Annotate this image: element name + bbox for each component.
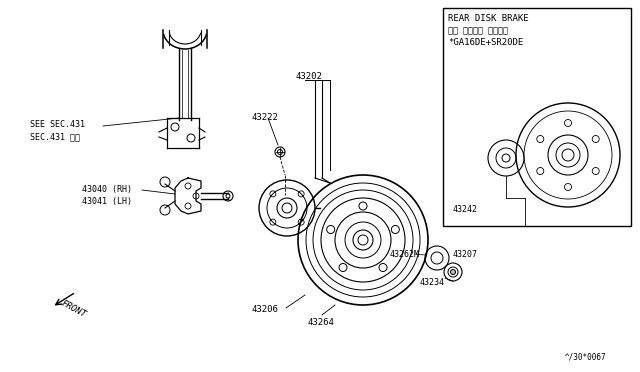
Text: SEC.431 参照: SEC.431 参照 <box>30 132 80 141</box>
Text: *GA16DE+SR20DE: *GA16DE+SR20DE <box>448 38 524 47</box>
Circle shape <box>226 194 230 198</box>
Text: 43041 (LH): 43041 (LH) <box>82 197 132 206</box>
Text: 43222: 43222 <box>252 113 279 122</box>
Text: 43262M: 43262M <box>390 250 420 259</box>
Text: 43264: 43264 <box>308 318 335 327</box>
Text: FRONT: FRONT <box>60 299 88 320</box>
Circle shape <box>451 269 456 275</box>
Text: 43206: 43206 <box>252 305 279 314</box>
Text: 43242: 43242 <box>453 205 478 214</box>
Text: SEE SEC.431: SEE SEC.431 <box>30 120 85 129</box>
Text: 43207: 43207 <box>453 250 478 259</box>
Text: ^/30*0067: ^/30*0067 <box>565 353 607 362</box>
Text: リヤ ディスク ブレーキ: リヤ ディスク ブレーキ <box>448 26 508 35</box>
Text: 43040 (RH): 43040 (RH) <box>82 185 132 194</box>
Polygon shape <box>175 178 201 214</box>
Text: 43234: 43234 <box>420 278 445 287</box>
Text: 43202: 43202 <box>295 72 322 81</box>
Text: REAR DISK BRAKE: REAR DISK BRAKE <box>448 14 529 23</box>
Bar <box>443 8 631 226</box>
